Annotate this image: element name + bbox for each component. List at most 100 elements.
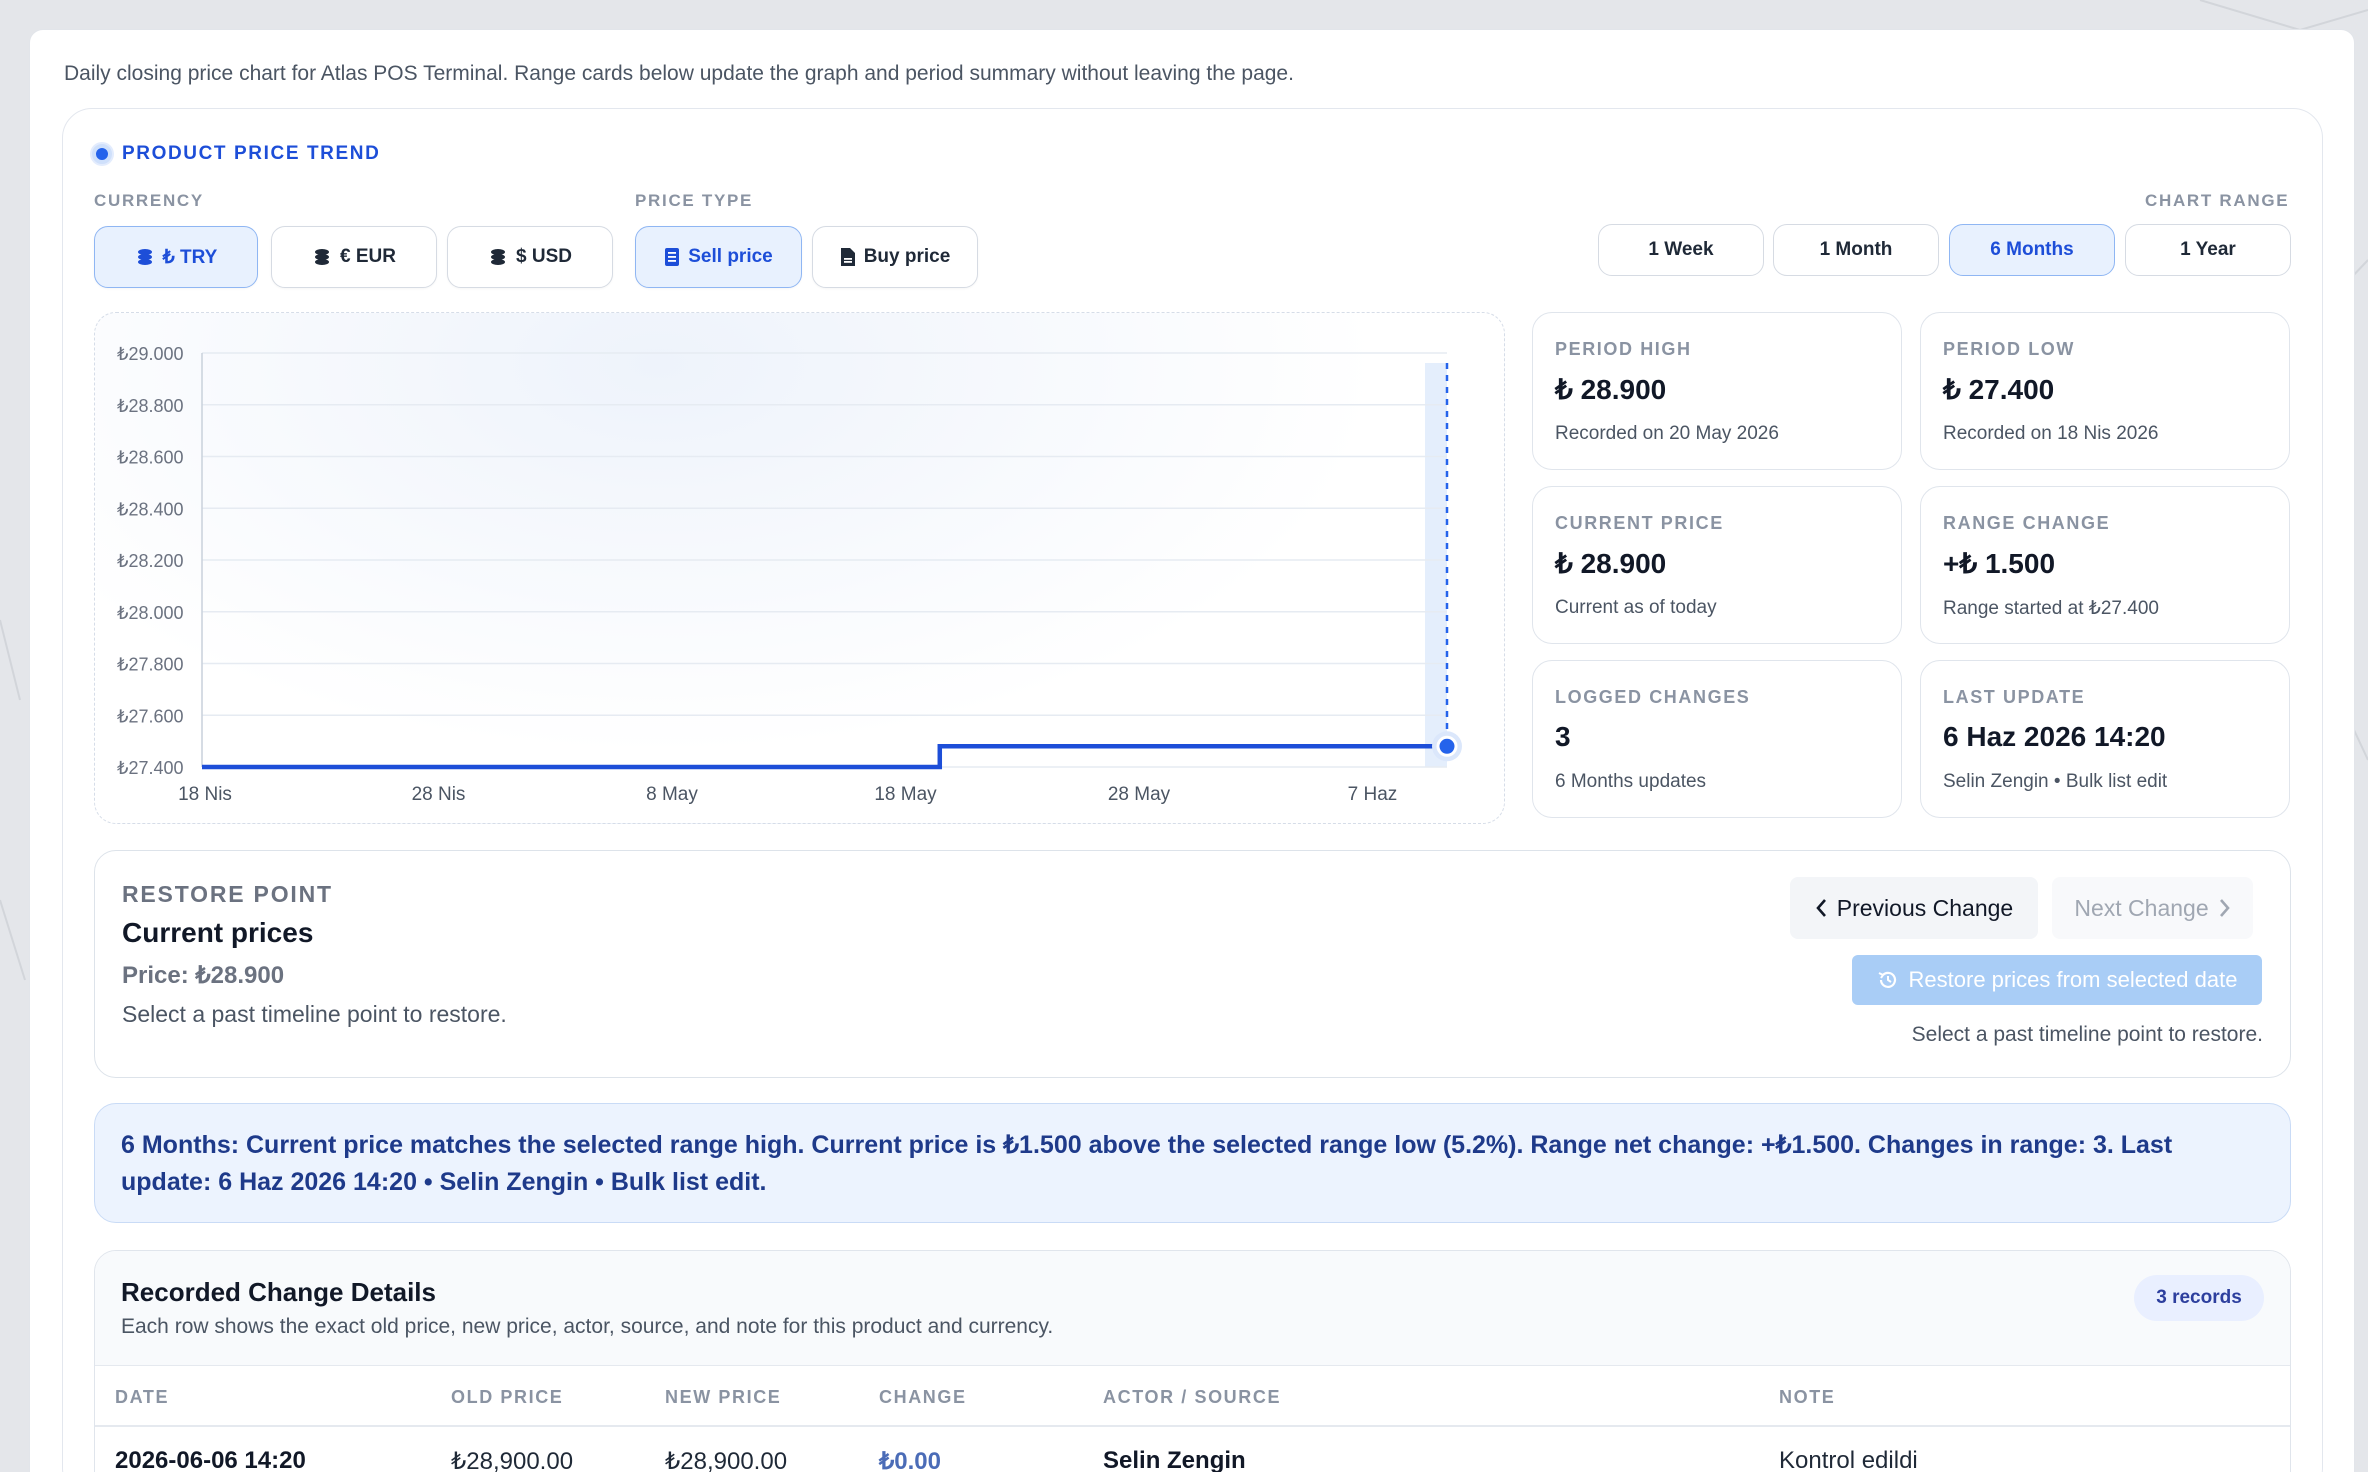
range-1-month-button[interactable]: 1 Month <box>1773 224 1939 276</box>
currency-usd-label: $ USD <box>516 246 572 267</box>
currency-label: CURRENCY <box>94 191 204 210</box>
stat-subtext: Selin Zengin • Bulk list edit <box>1943 771 2168 792</box>
col-change: CHANGE <box>879 1387 967 1407</box>
currency-usd-button[interactable]: $ USD <box>447 226 613 288</box>
price-chart[interactable]: ₺29.000 ₺28.800 ₺28.600 ₺28.400 ₺28.200 ₺28.0… <box>95 313 1506 825</box>
stat-current-price: CURRENT PRICE ₺ 28.900 Current as of tod… <box>1532 486 1902 644</box>
x-tick-label: 8 May <box>646 784 698 805</box>
sell-price-label: Sell price <box>688 246 773 267</box>
stat-last-update: LAST UPDATE 6 Haz 2026 14:20 Selin Zengi… <box>1920 660 2290 818</box>
range-1-year-button[interactable]: 1 Year <box>2125 224 2291 276</box>
previous-change-label: Previous Change <box>1836 894 2014 921</box>
currency-try-button[interactable]: ₺ TRY <box>94 226 258 288</box>
row-change: ₺0.00 <box>879 1448 941 1472</box>
chevron-right-icon <box>2219 898 2231 918</box>
y-tick-label: ₺28.400 <box>117 499 184 519</box>
price-series-line <box>202 744 1447 770</box>
stat-subtext: Recorded on 20 May 2026 <box>1555 423 1779 444</box>
table-divider <box>95 1425 2290 1427</box>
receipt-icon <box>664 247 680 267</box>
restore-title: Current prices <box>122 917 314 948</box>
stat-title: CURRENT PRICE <box>1555 513 1724 533</box>
period-summary: 6 Months: Current price matches the sele… <box>94 1103 2291 1223</box>
stat-period-low: PERIOD LOW ₺ 27.400 Recorded on 18 Nis 2… <box>1920 312 2290 470</box>
stat-value: ₺ 28.900 <box>1555 374 1667 405</box>
stat-subtext: Current as of today <box>1555 597 1717 618</box>
price-chart-container: ₺29.000 ₺28.800 ₺28.600 ₺28.400 ₺28.200 ₺28.0… <box>94 312 1505 824</box>
stat-value: ₺ 28.900 <box>1555 548 1667 579</box>
restore-label: RESTORE POINT <box>122 881 333 907</box>
stat-logged-changes: LOGGED CHANGES 3 6 Months updates <box>1532 660 1902 818</box>
currency-eur-label: € EUR <box>340 246 396 267</box>
col-old-price: OLD PRICE <box>451 1387 564 1407</box>
coins-icon <box>312 247 332 267</box>
range-6-months-button[interactable]: 6 Months <box>1949 224 2115 276</box>
currency-eur-button[interactable]: € EUR <box>271 226 437 288</box>
col-new-price: NEW PRICE <box>665 1387 782 1407</box>
x-tick-label: 28 Nis <box>412 784 466 805</box>
stat-title: LAST UPDATE <box>1943 687 2086 707</box>
currency-try-label: ₺ TRY <box>162 246 218 268</box>
y-tick-label: ₺28.000 <box>117 603 184 623</box>
y-tick-label: ₺27.400 <box>117 758 184 778</box>
stat-subtext: 6 Months updates <box>1555 771 1707 792</box>
section-title: PRODUCT PRICE TREND <box>92 143 380 165</box>
page-intro: Daily closing price chart for Atlas POS … <box>64 62 1294 85</box>
records-title: Recorded Change Details <box>121 1277 436 1307</box>
restore-prices-button[interactable]: Restore prices from selected date <box>1852 955 2262 1005</box>
x-tick-label: 18 May <box>874 784 937 805</box>
stat-title: PERIOD LOW <box>1943 339 2075 359</box>
buy-price-label: Buy price <box>863 246 951 267</box>
history-icon <box>1877 969 1899 991</box>
coins-icon <box>135 247 155 267</box>
highlight-band <box>1425 363 1447 767</box>
recorded-changes-card: Recorded Change Details Each row shows t… <box>94 1250 2291 1472</box>
y-tick-label: ₺27.600 <box>117 706 184 726</box>
restore-hint: Select a past timeline point to restore. <box>122 1001 507 1027</box>
restore-point-card: RESTORE POINT Current prices Price: ₺28.… <box>94 850 2291 1078</box>
y-tick-label: ₺27.800 <box>117 655 184 675</box>
x-tick-label: 7 Haz <box>1348 784 1398 805</box>
stat-range-change: RANGE CHANGE +₺ 1.500 Range started at ₺… <box>1920 486 2290 644</box>
previous-change-button[interactable]: Previous Change <box>1790 877 2038 939</box>
y-tick-label: ₺29.000 <box>117 344 184 364</box>
y-tick-label: ₺28.800 <box>117 396 184 416</box>
next-change-button[interactable]: Next Change <box>2052 877 2253 939</box>
stat-period-high: PERIOD HIGH ₺ 28.900 Recorded on 20 May … <box>1532 312 1902 470</box>
file-invoice-icon <box>840 247 856 267</box>
records-subtitle: Each row shows the exact old price, new … <box>121 1315 1054 1338</box>
sell-price-button[interactable]: Sell price <box>635 226 802 288</box>
range-1-week-button[interactable]: 1 Week <box>1598 224 1764 276</box>
stat-value: +₺ 1.500 <box>1943 548 2056 579</box>
x-tick-label: 28 May <box>1108 784 1171 805</box>
row-new-price: ₺28,900.00 <box>665 1448 788 1472</box>
status-dot-icon <box>92 144 112 164</box>
col-actor-source: ACTOR / SOURCE <box>1103 1387 1282 1407</box>
y-tick-label: ₺28.200 <box>117 551 184 571</box>
x-tick-label: 18 Nis <box>178 784 232 805</box>
records-header: Recorded Change Details Each row shows t… <box>95 1251 2290 1366</box>
stat-title: PERIOD HIGH <box>1555 339 1692 359</box>
row-date: 2026-06-06 14:20 <box>115 1447 306 1472</box>
price-type-label: PRICE TYPE <box>635 191 754 210</box>
stat-subtext: Recorded on 18 Nis 2026 <box>1943 423 2159 444</box>
row-note: Kontrol edildi <box>1779 1447 1918 1472</box>
stat-value: 6 Haz 2026 14:20 <box>1943 721 2166 752</box>
col-note: NOTE <box>1779 1387 1836 1407</box>
chart-range-label: CHART RANGE <box>2145 191 2290 210</box>
row-old-price: ₺28,900.00 <box>451 1448 574 1472</box>
coins-icon <box>488 247 508 267</box>
stat-value: ₺ 27.400 <box>1943 374 2055 405</box>
current-point <box>1436 735 1458 757</box>
stat-subtext: Range started at ₺27.400 <box>1943 598 2159 619</box>
section-title-text: PRODUCT PRICE TREND <box>122 143 381 164</box>
chevron-left-icon <box>1815 898 1827 918</box>
y-tick-label: ₺28.600 <box>117 448 184 468</box>
stat-title: LOGGED CHANGES <box>1555 687 1751 707</box>
records-count-badge: 3 records <box>2134 1275 2264 1321</box>
buy-price-button[interactable]: Buy price <box>812 226 978 288</box>
stat-title: RANGE CHANGE <box>1943 513 2111 533</box>
col-date: DATE <box>115 1387 170 1407</box>
row-actor: Selin Zengin <box>1103 1447 1246 1472</box>
restore-prices-label: Restore prices from selected date <box>1908 967 2238 992</box>
